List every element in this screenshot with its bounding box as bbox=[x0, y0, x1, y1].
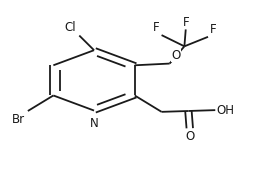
Text: N: N bbox=[90, 117, 98, 130]
Text: F: F bbox=[182, 15, 189, 28]
Text: Cl: Cl bbox=[64, 21, 76, 34]
Text: F: F bbox=[153, 21, 159, 34]
Text: Br: Br bbox=[12, 113, 25, 126]
Text: OH: OH bbox=[217, 104, 235, 117]
Text: F: F bbox=[210, 23, 217, 36]
Text: O: O bbox=[185, 130, 194, 143]
Text: O: O bbox=[171, 49, 180, 62]
